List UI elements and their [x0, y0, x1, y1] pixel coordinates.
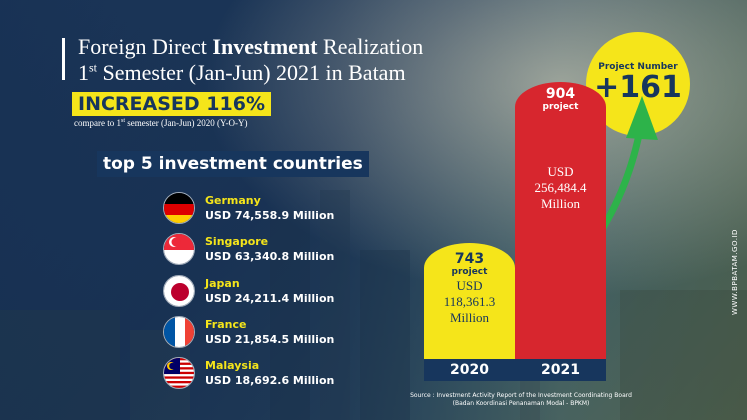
country-value: USD 63,340.8 Million	[205, 250, 335, 263]
project-label: project	[451, 267, 488, 278]
country-name: France	[205, 318, 247, 331]
singapore-flag-icon	[163, 233, 195, 265]
value-amount: 118,361.3	[443, 294, 496, 309]
country-name: Malaysia	[205, 359, 260, 372]
country-item-japan: Japan USD 24,211.4 Million	[163, 275, 403, 311]
increase-headline: INCREASED 116%	[72, 92, 271, 116]
country-value: USD 24,211.4 Million	[205, 292, 335, 305]
malaysia-flag-icon	[163, 357, 195, 389]
country-item-singapore: Singapore USD 63,340.8 Million	[163, 233, 403, 269]
bar-2020	[424, 243, 515, 381]
growth-arrow-head	[626, 96, 658, 140]
germany-flag-icon	[163, 192, 195, 224]
bar-2021-value-label: USD 256,484.4 Million	[515, 164, 606, 212]
japan-flag-icon	[163, 275, 195, 307]
value-currency: USD	[547, 164, 574, 179]
source-line-2: (Badan Koordinasi Penanaman Modal - BPKM…	[452, 400, 590, 407]
project-label: project	[542, 102, 579, 112]
value-unit: Million	[449, 310, 489, 325]
country-item-germany: Germany USD 74,558.9 Million	[163, 192, 403, 228]
comparison-note: compare to 1st semester (Jan-Jun) 2020 (…	[74, 118, 248, 128]
country-name: Japan	[205, 277, 240, 290]
year-strip-2020	[424, 359, 515, 381]
country-name: Singapore	[205, 235, 269, 248]
bar-2021-project-label: 904 project	[515, 86, 606, 112]
project-count: 904	[545, 86, 576, 102]
country-item-malaysia: Malaysia USD 18,692.6 Million	[163, 357, 403, 393]
title-line-2: 1st Semester (Jan-Jun) 2021 in Batam	[78, 60, 406, 85]
project-increase-label: Project Number	[598, 62, 678, 72]
source-note: Source : Investment Activity Report of t…	[401, 392, 641, 408]
year-strip-2021	[515, 359, 606, 381]
source-line-1: Source : Investment Activity Report of t…	[410, 392, 632, 399]
project-badge-circle	[586, 32, 690, 136]
country-name: Germany	[205, 194, 261, 207]
value-currency: USD	[456, 278, 483, 293]
bar-2020-value-label: USD 118,361.3 Million	[424, 278, 515, 326]
bar-2021	[515, 82, 606, 381]
value-unit: Million	[540, 196, 580, 211]
year-label-2021: 2021	[541, 362, 580, 378]
project-increase-value: +161	[594, 70, 682, 105]
countries-heading: top 5 investment countries	[97, 151, 369, 177]
project-count: 743	[454, 251, 485, 268]
title-line-1: Foreign Direct Investment Realization	[78, 34, 424, 59]
country-value: USD 74,558.9 Million	[205, 209, 335, 222]
country-value: USD 21,854.5 Million	[205, 333, 335, 346]
title-accent-bar	[62, 38, 65, 80]
bar-2020-project-label: 743 project	[424, 251, 515, 277]
france-flag-icon	[163, 316, 195, 348]
website-label: WWW.BPBATAM.GO.ID	[731, 229, 739, 315]
project-increase-badge: Project Number +161	[590, 62, 686, 104]
country-item-france: France USD 21,854.5 Million	[163, 316, 403, 352]
value-amount: 256,484.4	[534, 180, 587, 195]
country-value: USD 18,692.6 Million	[205, 374, 335, 387]
year-label-2020: 2020	[450, 362, 489, 378]
